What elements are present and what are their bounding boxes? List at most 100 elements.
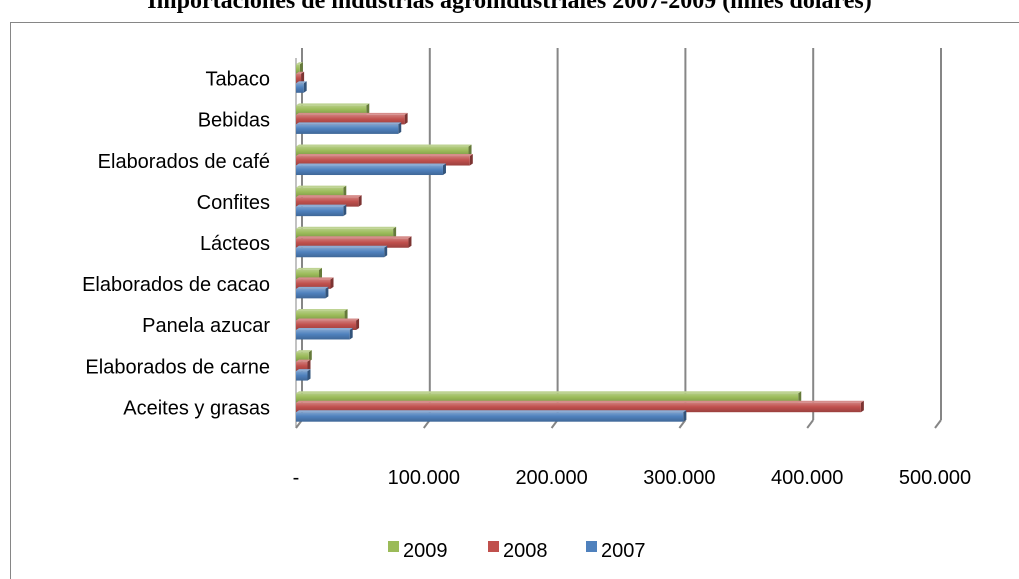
bar-cap (343, 185, 347, 198)
bar-cap (798, 391, 802, 403)
bar-cap (398, 122, 402, 134)
bar-cap (393, 226, 397, 239)
bar-cap (325, 286, 329, 299)
bar-top (296, 391, 802, 394)
bar (296, 402, 861, 413)
category-label: Elaborados de café (98, 151, 270, 173)
legend-label: 2007 (601, 540, 646, 562)
bar (296, 146, 469, 157)
bar-top (296, 369, 311, 372)
bar (296, 83, 304, 93)
bar-cap (299, 62, 303, 74)
bar-cap (307, 369, 311, 381)
gridline-foot (678, 419, 687, 429)
category-label: Lácteos (200, 233, 270, 255)
bar-top (296, 350, 312, 353)
bar-top (296, 122, 402, 125)
bar (296, 310, 345, 321)
bar-cap (469, 154, 473, 166)
legend-swatch (586, 541, 597, 552)
bar (296, 114, 405, 125)
bar (296, 371, 308, 381)
bar-cap (330, 277, 334, 289)
bar-top (296, 308, 348, 311)
bar-cap (683, 410, 687, 422)
legend-label: 2008 (503, 540, 548, 562)
bar (296, 124, 399, 134)
x-tick-label: 500.000 (899, 467, 971, 489)
bar (296, 352, 309, 362)
bar-cap (343, 204, 347, 217)
bar-top (296, 112, 408, 115)
gridline-foot (934, 419, 942, 429)
bar-cap (404, 112, 408, 125)
bar (296, 228, 394, 239)
bar-cap (860, 400, 864, 413)
bar-top (296, 144, 472, 147)
bar (296, 238, 409, 248)
bar (296, 329, 350, 340)
bar-cap (303, 81, 307, 93)
bar-cap (358, 195, 362, 207)
bar (296, 269, 320, 280)
category-label: Elaborados de cacao (82, 274, 270, 296)
x-tick-label: 400.000 (771, 467, 843, 489)
bar (296, 156, 470, 166)
category-label: Elaborados de carne (85, 356, 270, 378)
bar-top (296, 410, 687, 413)
bar (296, 206, 344, 217)
bar-top (296, 245, 388, 248)
bar (296, 197, 359, 207)
bar-top (296, 400, 864, 403)
x-tick-label: 200.000 (515, 467, 587, 489)
bar (296, 105, 367, 115)
chart-frame (10, 22, 1019, 579)
bar-top (296, 226, 397, 229)
bar-top (296, 154, 473, 157)
bar-cap (301, 71, 305, 84)
bar (296, 361, 308, 372)
bar-top (296, 359, 311, 362)
bar-cap (308, 350, 312, 362)
legend-swatch (488, 541, 499, 552)
bar (296, 279, 331, 289)
bar-top (296, 277, 334, 280)
bar-cap (349, 327, 353, 340)
bar-top (296, 62, 303, 65)
category-label: Confites (197, 192, 270, 214)
bar-cap (319, 267, 323, 280)
bar-top (296, 81, 307, 84)
bar (296, 187, 344, 198)
bar-top (296, 185, 347, 188)
category-label: Bebidas (198, 110, 270, 132)
bar-top (296, 204, 347, 207)
bar-top (296, 286, 329, 289)
bar-top (296, 163, 446, 166)
legend-label: 2009 (403, 540, 448, 562)
bar-cap (344, 308, 348, 321)
legend-swatch (388, 541, 399, 552)
bar-cap (384, 245, 388, 258)
bar (296, 247, 385, 258)
bar-top (296, 327, 353, 330)
bar-cap (366, 103, 370, 115)
x-tick-label: 300.000 (643, 467, 715, 489)
bar (296, 288, 326, 299)
chart-title: Importaciones de industrias agroindustri… (147, 0, 872, 14)
bar-top (296, 103, 370, 106)
category-label: Tabaco (206, 69, 271, 91)
bar-cap (356, 318, 360, 330)
bar-top (296, 71, 305, 74)
bar (296, 393, 799, 403)
category-label: Panela azucar (142, 315, 270, 337)
bar (296, 64, 300, 74)
bar (296, 320, 357, 330)
bar-top (296, 236, 412, 239)
bar-cap (468, 144, 472, 157)
bar (296, 412, 684, 422)
bar-top (296, 267, 323, 270)
bar (296, 73, 302, 84)
bar-cap (408, 236, 412, 248)
x-tick-label: - (293, 467, 300, 489)
